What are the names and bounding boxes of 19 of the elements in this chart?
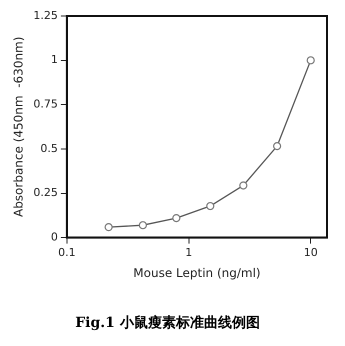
point: [138, 221, 147, 230]
point: [172, 214, 180, 222]
x-axis-title: Mouse Leptin (ng/ml): [133, 266, 261, 280]
x-tick-label: 0.1: [58, 246, 76, 260]
y-tick-label: 0.25: [33, 186, 58, 200]
y-tick-label: 0: [50, 230, 58, 244]
y-tick-label: 0.5: [40, 142, 58, 155]
x-tick-label: 1: [185, 246, 192, 260]
x-tick-label: 10: [304, 246, 318, 260]
point: [104, 223, 113, 232]
y-axis-title: Absorbance (450nm -630nm): [11, 36, 26, 218]
point: [273, 142, 282, 150]
y-tick-label: 1: [50, 53, 58, 66]
point: [306, 56, 315, 64]
point: [206, 202, 214, 210]
y-tick-label: 0.75: [33, 98, 58, 110]
text: Fig.1 小鼠瘦素标准曲线例图: [75, 314, 260, 332]
y-tick-label: 1.25: [33, 8, 58, 22]
point: [239, 181, 248, 190]
